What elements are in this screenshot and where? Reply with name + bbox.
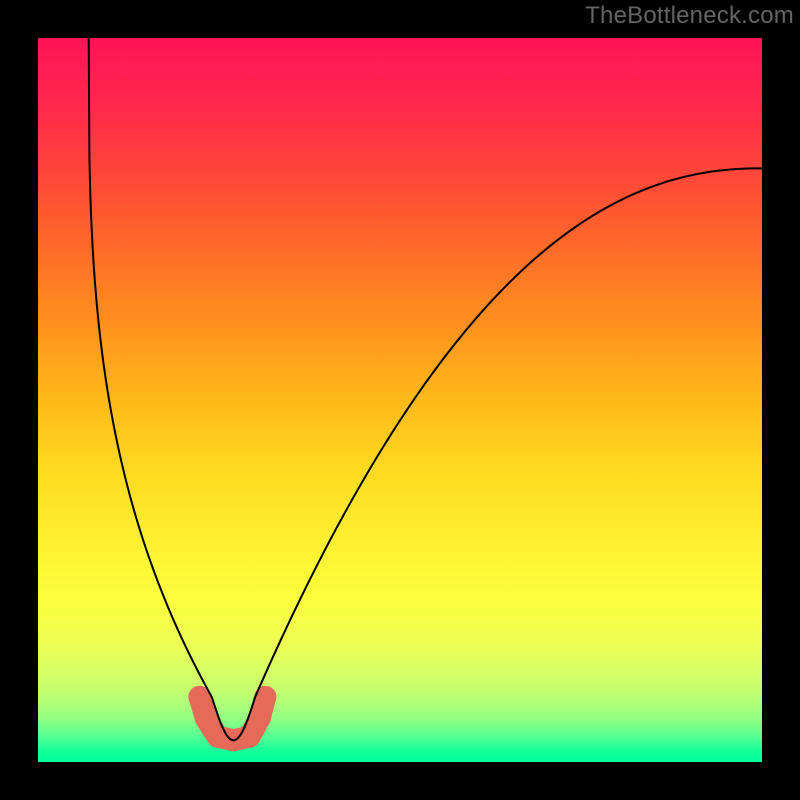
marker-dot (249, 708, 271, 730)
marker-dot (195, 708, 217, 730)
bottleneck-curve-chart (38, 38, 762, 762)
chart-outer-frame: TheBottleneck.com (0, 0, 800, 800)
gradient-background (38, 38, 762, 762)
watermark-text: TheBottleneck.com (585, 2, 794, 30)
